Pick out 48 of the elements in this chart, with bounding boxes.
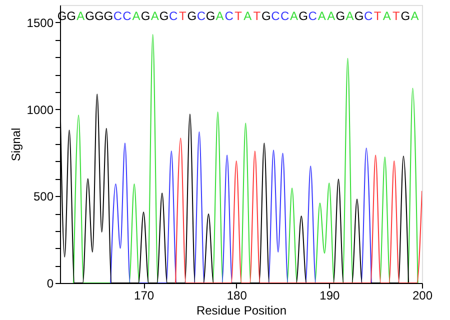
annotation: A xyxy=(327,9,336,23)
annotation: C xyxy=(308,9,318,23)
annotation: G xyxy=(187,9,197,23)
annotation: C xyxy=(280,9,290,23)
annotation: A xyxy=(318,9,326,23)
annotation: C xyxy=(224,9,234,23)
annotation: A xyxy=(150,9,159,23)
annotation: T xyxy=(253,9,262,23)
annotation: C xyxy=(169,9,178,23)
annotation: A xyxy=(244,9,252,23)
annotation: C xyxy=(122,9,132,23)
annotation: G xyxy=(85,9,95,23)
annotation: A xyxy=(410,9,419,23)
annotation: A xyxy=(76,9,85,23)
annotation: G xyxy=(140,9,150,23)
annotation: T xyxy=(374,9,382,23)
x-tick-label: 200 xyxy=(412,288,433,302)
annotation: T xyxy=(234,9,243,23)
y-axis-title: Signal xyxy=(8,128,23,162)
y-tick-label: 500 xyxy=(33,190,54,204)
annotation: G xyxy=(336,9,346,23)
annotation: A xyxy=(290,9,298,23)
annotation: A xyxy=(216,9,224,23)
annotation: G xyxy=(298,9,308,23)
y-tick-label: 0 xyxy=(46,276,54,290)
x-tick-label: 180 xyxy=(226,288,248,302)
y-tick-label: 1500 xyxy=(26,16,54,30)
annotation: T xyxy=(178,9,187,23)
annotation: G xyxy=(262,9,271,23)
annotation: G xyxy=(400,9,410,23)
annotation: A xyxy=(382,9,391,23)
annotation: G xyxy=(94,9,104,23)
annotation: G xyxy=(206,9,216,23)
x-tick-label: 170 xyxy=(134,288,154,302)
annotation: G xyxy=(104,9,114,23)
annotation: C xyxy=(196,9,206,23)
annotation: G xyxy=(66,9,76,23)
x-tick-label: 190 xyxy=(320,288,340,302)
annotation: A xyxy=(346,9,354,23)
x-axis-title: Residue Position xyxy=(196,304,287,318)
annotation: C xyxy=(113,9,122,23)
annotation: C xyxy=(364,9,373,23)
annotation: G xyxy=(159,9,169,23)
y-tick-label: 1000 xyxy=(26,102,54,117)
annotation: G xyxy=(354,9,364,23)
annotation: T xyxy=(392,9,400,23)
annotation: C xyxy=(271,9,280,23)
annotation: A xyxy=(132,9,140,23)
